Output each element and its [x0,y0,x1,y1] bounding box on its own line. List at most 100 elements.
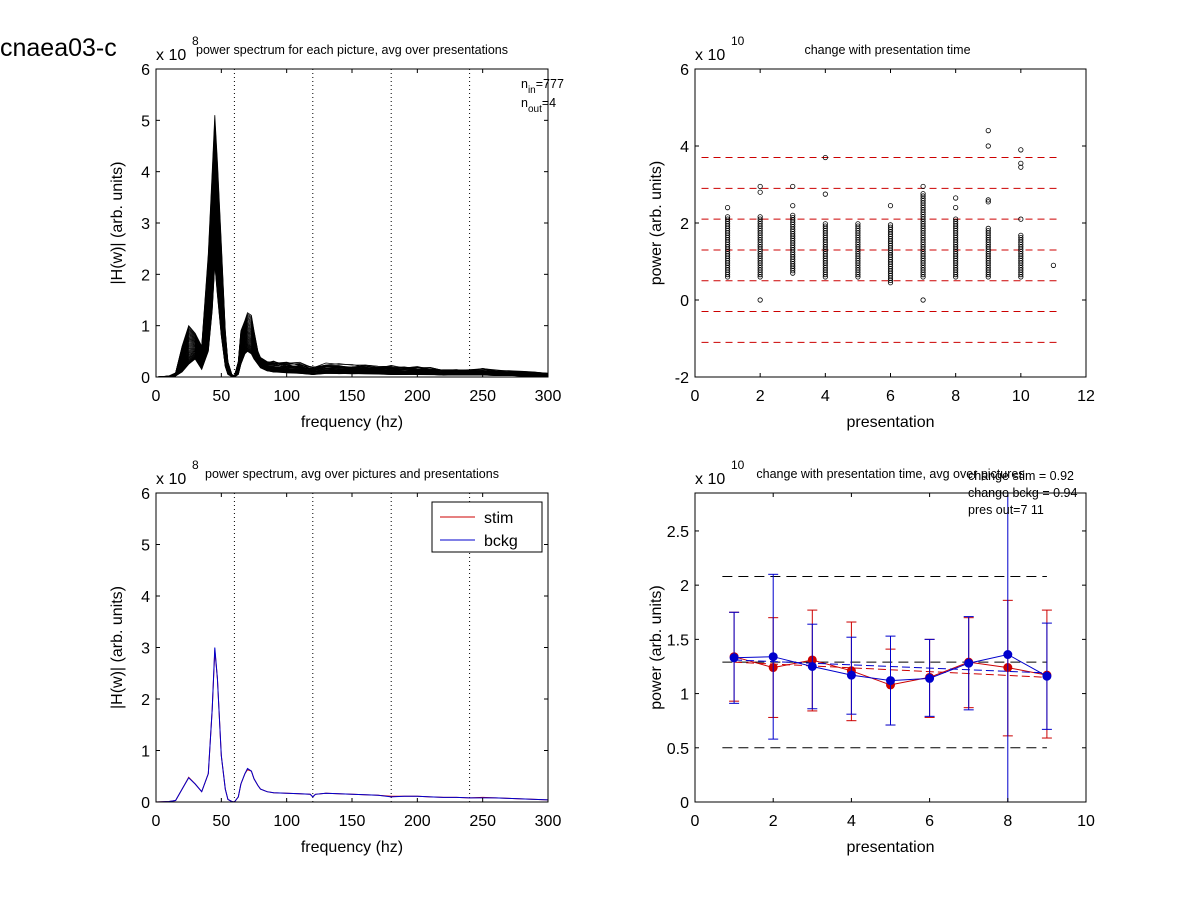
outlier-point [1018,160,1024,166]
annotation-n-out: nout=4 [521,96,556,115]
axes-box [155,492,549,803]
chart-title: power spectrum, avg over pictures and pr… [205,467,499,481]
x-tick-label: 200 [404,388,431,405]
n-out-prefix: n [521,96,528,110]
data-point [953,218,959,225]
chart-title: power spectrum for each picture, avg ove… [196,43,508,57]
y-exponent: x 10 [695,47,725,64]
y-axis-label: |H(w)| (arb. units) [109,162,126,285]
outlier-point [822,191,828,197]
data-marker [886,676,895,686]
spectrum-trace [156,260,549,378]
y-axis-label: power (arb. units) [648,161,665,286]
data-point [724,216,731,222]
series-bckg [729,492,1052,803]
y-exponent: x 10 [156,47,186,64]
x-tick-label: 6 [925,813,934,830]
data-point [855,221,861,227]
data-marker [1003,650,1013,660]
stat-annotation: change stim = 0.92 [968,469,1074,483]
x-axis-label: presentation [846,414,934,431]
outlier-point [985,143,991,149]
x-axis-label: frequency (hz) [301,414,403,431]
outlier-point [757,189,763,195]
data-point [822,221,828,227]
legend-box [431,501,543,553]
outlier-point [920,183,926,190]
y-exponent: x 10 [695,471,725,488]
y-tick-label: 6 [680,62,689,79]
x-tick-label: 250 [469,388,496,405]
x-tick-label: 300 [535,388,562,405]
n-in-sub: in [528,85,536,96]
x-axis-label: presentation [846,839,934,856]
x-tick-label: 6 [886,388,895,405]
y-tick-label: 0 [680,293,689,310]
x-tick-label: 0 [691,388,700,405]
panel-spectrum-average: 0 50 100 150 200 250 300 0 1 2 3 4 5 6 frequency (hz) |… [109,458,561,856]
x-tick-label: 2 [756,388,765,405]
x-tick-label: 50 [212,813,230,830]
data-point [855,223,861,229]
y-tick-label: 1.5 [667,632,689,649]
y-tick-label: -2 [675,370,689,387]
y-tick-label: 4 [680,139,689,156]
spectrum-trace [155,115,549,378]
y-tick-label: 1 [141,744,150,761]
data-point [887,222,894,228]
y-exponent-power: 8 [192,34,199,48]
data-point [887,224,894,230]
y-tick-label: 6 [141,486,150,503]
y-tick-label: 5 [141,113,150,130]
outlier-point [1018,147,1024,153]
data-marker [1042,671,1052,681]
data-point [920,191,926,197]
outlier-point [1018,216,1024,222]
outlier-point [790,203,796,209]
x-tick-label: 10 [1077,813,1095,830]
y-tick-label: 3 [141,641,150,658]
x-tick-label: 0 [691,813,700,830]
x-tick-label: 8 [951,388,960,405]
y-tick-label: 3 [141,216,150,233]
n-in-value: =777 [536,77,564,91]
x-tick-label: 0 [152,388,161,405]
y-tick-label: 6 [141,62,150,79]
x-tick-label: 12 [1077,388,1095,405]
data-marker [768,652,778,662]
outlier-point [920,297,926,303]
data-point [985,225,991,231]
axes-box [155,68,549,378]
x-tick-label: 100 [273,813,300,830]
y-exponent-base: x 10 [695,471,725,488]
x-tick-label: 2 [769,813,778,830]
y-exponent-power: 10 [731,458,745,472]
data-point [1018,235,1024,241]
x-tick-label: 150 [339,388,366,405]
y-tick-label: 0 [141,795,150,812]
y-tick-label: 0 [680,795,689,812]
y-exponent-power: 10 [731,34,745,48]
spectrum-traces [155,115,549,378]
figure-id: cnaea03-c [0,34,117,62]
outlier-point [757,183,763,190]
axes-box [694,68,1087,378]
y-tick-label: 1 [680,687,689,704]
y-tick-label: 2 [680,216,689,233]
y-tick-label: 4 [141,165,150,182]
outlier-point [822,154,828,161]
x-tick-label: 100 [273,388,300,405]
legend-label-bckg: bckg [484,533,518,550]
data-point [790,215,796,221]
y-tick-label: 1 [141,319,150,336]
y-tick-label: 4 [141,589,150,606]
panel-change-avg-over-pictures: 0 2 4 6 8 10 0 0.5 1 1.5 2 2.5 presentation power (ar… [648,458,1095,856]
data-point [1018,232,1024,238]
x-tick-label: 10 [1012,388,1030,405]
spectrum-trace [155,253,549,378]
x-tick-label: 0 [152,813,161,830]
data-marker [925,673,935,683]
data-point [1050,262,1057,268]
